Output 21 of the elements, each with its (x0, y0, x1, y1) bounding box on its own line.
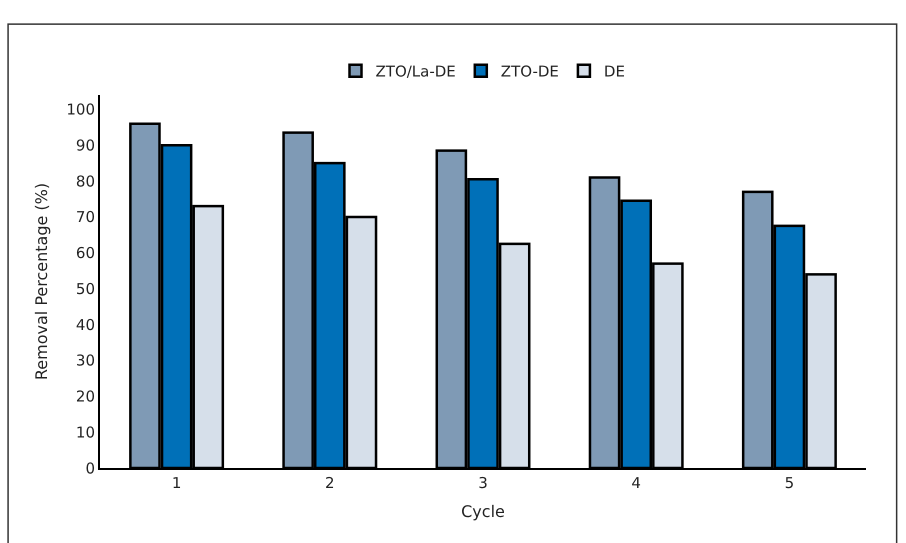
y-tick-label: 80 (76, 172, 95, 190)
legend-label: DE (604, 62, 625, 81)
y-tick-label: 90 (76, 136, 95, 154)
x-tick-label: 4 (631, 474, 641, 492)
y-tick-label: 70 (76, 208, 95, 226)
y-tick-label: 10 (76, 423, 95, 442)
x-tick-label: 1 (172, 474, 182, 492)
y-tick-label: 30 (76, 352, 95, 370)
y-tick-label: 20 (76, 388, 95, 406)
x-tick-label: 5 (784, 474, 794, 492)
legend-label: ZTO-DE (500, 62, 559, 81)
x-tick-label: 3 (478, 474, 488, 492)
x-tick-label: 2 (325, 474, 335, 492)
y-tick-label: 40 (76, 316, 95, 334)
y-tick-label: 100 (66, 100, 95, 119)
x-axis-title: Cycle (461, 502, 505, 522)
y-tick-label: 50 (76, 280, 95, 298)
legend-label: ZTO/La-DE (376, 62, 456, 81)
y-tick-label: 60 (76, 244, 95, 262)
y-axis-title: Removal Percentage (%) (32, 182, 51, 380)
y-tick-label: 0 (85, 459, 95, 478)
